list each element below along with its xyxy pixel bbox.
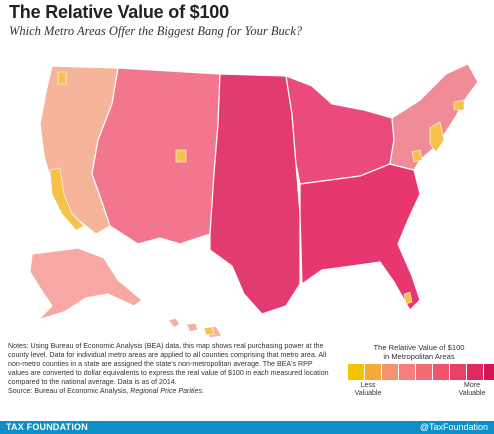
footer-bar: TAX FOUNDATION @TaxFoundation [0,421,494,434]
legend-color-scale [348,364,494,380]
region-plains [209,73,301,315]
metro-new-york [429,121,445,153]
legend-swatch-2 [365,364,381,380]
region-south [299,163,421,311]
legend-title-line1: The Relative Value of $100 [373,343,465,352]
legend-title-line2: in Metropolitan Areas [383,352,455,361]
legend-swatch-4 [399,364,415,380]
metro-boston [453,99,465,111]
metro-denver [175,149,187,163]
source-title: Regional Price Parities. [130,386,204,395]
map-title: The Relative Value of $100 [9,2,229,22]
footer-brand: TAX FOUNDATION [6,422,88,432]
us-county-map [29,63,479,339]
legend-swatch-9 [484,364,494,380]
legend-swatch-3 [382,364,398,380]
metro-seattle [57,71,67,85]
source-line: Source: Bureau of Economic Analysis, Reg… [8,387,330,396]
footer-handle: @TaxFoundation [419,422,488,432]
notes-text: Notes: Using Bureau of Economic Analysis… [8,342,329,386]
map-notes: Notes: Using Bureau of Economic Analysis… [8,342,330,395]
legend-swatch-6 [433,364,449,380]
legend-swatch-1 [348,364,364,380]
legend-swatch-8 [467,364,483,380]
metro-coastal-california [49,167,85,231]
legend-high-label: More Valuable [458,382,486,397]
map-subtitle: Which Metro Areas Offer the Biggest Bang… [9,24,303,38]
region-hawaii [166,317,223,339]
legend-title: The Relative Value of $100 in Metropolit… [346,343,492,361]
region-midwest [285,75,395,185]
metro-hawaii [203,326,215,336]
high-cost-metros [49,71,465,336]
source-prefix: Source: Bureau of Economic Analysis, [8,386,131,395]
legend-low-label: Less Valuable [354,382,382,397]
region-alaska [29,247,143,321]
legend-swatch-7 [450,364,466,380]
metro-miami [403,291,413,305]
region-northeast [389,63,479,171]
legend-swatch-5 [416,364,432,380]
metro-dc-baltimore [411,149,423,163]
